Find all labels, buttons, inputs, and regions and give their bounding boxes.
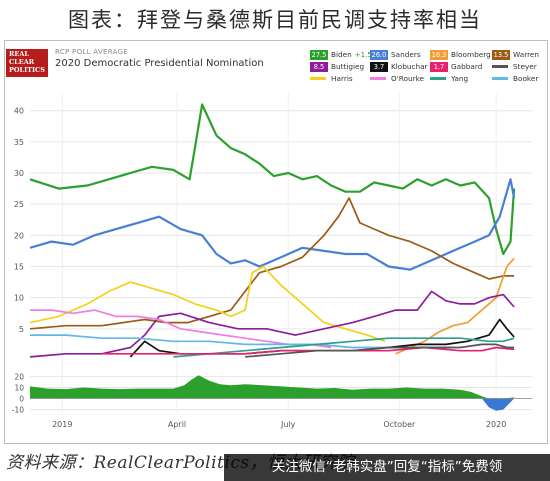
legend-label: Warren — [513, 50, 540, 59]
legend-value: 26.0 — [370, 49, 388, 60]
spread-tick-label: -10 — [12, 406, 24, 415]
legend-value: 13.5 — [492, 49, 510, 60]
legend-value: 3.7 — [370, 61, 388, 72]
legend-item-booker[interactable]: Booker — [492, 73, 538, 84]
spread-tick-label: 0 — [19, 395, 24, 404]
x-tick-label: April — [168, 420, 186, 429]
legend: 27.5 Biden +1.5 26.0 Sanders 16.3 Bloomberg 13.… — [0, 0, 550, 90]
legend-item-buttigieg[interactable]: 8.5 Buttigieg — [310, 61, 364, 72]
legend-swatch — [492, 65, 508, 68]
spread-area-negative — [30, 398, 515, 411]
legend-label: Steyer — [513, 62, 537, 71]
legend-item-orourke[interactable]: O'Rourke — [370, 73, 424, 84]
x-tick-label: July — [280, 420, 296, 429]
spread-area-positive — [30, 375, 515, 399]
legend-item-harris[interactable]: Harris — [310, 73, 353, 84]
series-line-harris — [29, 265, 386, 343]
series-line-yang — [173, 337, 515, 358]
legend-item-steyer[interactable]: Steyer — [492, 61, 537, 72]
x-tick-label: October — [383, 420, 416, 429]
spread-tick-label: 20 — [14, 372, 24, 381]
y-tick-label: 5 — [19, 325, 24, 334]
y-tick-label: 35 — [14, 138, 24, 147]
legend-value: 1.7 — [430, 61, 448, 72]
legend-swatch — [370, 77, 386, 80]
legend-label: Sanders — [391, 50, 421, 59]
legend-value: 8.5 — [310, 61, 328, 72]
series-line-sanders — [29, 178, 516, 271]
legend-label: Bloomberg — [451, 50, 491, 59]
legend-label: Biden — [331, 50, 352, 59]
legend-label: Buttigieg — [331, 62, 365, 71]
wechat-banner[interactable]: 关注微信“老韩实盘”回复“指标”免费领 — [224, 454, 550, 481]
legend-item-gabbard[interactable]: 1.7 Gabbard — [430, 61, 482, 72]
x-tick-label: 2019 — [52, 420, 72, 429]
legend-item-warren[interactable]: 13.5 Warren — [492, 49, 539, 60]
chart-title: 2020 Democratic Presidential Nomination — [55, 58, 264, 69]
series-line-orourke — [30, 309, 332, 349]
legend-item-sanders[interactable]: 26.0 Sanders — [370, 49, 421, 60]
series-line-warren — [29, 197, 515, 330]
legend-label: Gabbard — [451, 62, 483, 71]
legend-value: 16.3 — [430, 49, 448, 60]
legend-item-bloomberg[interactable]: 16.3 Bloomberg — [430, 49, 491, 60]
series-line-biden — [29, 103, 516, 256]
legend-item-biden[interactable]: 27.5 Biden +1.5 — [310, 49, 372, 60]
y-tick-label: 10 — [14, 294, 24, 303]
y-tick-label: 40 — [14, 107, 24, 116]
legend-label: O'Rourke — [391, 74, 425, 83]
legend-item-yang[interactable]: Yang — [430, 73, 468, 84]
legend-label: Yang — [451, 74, 469, 83]
legend-label: Booker — [513, 74, 539, 83]
poll-average-label: RCP POLL AVERAGE — [55, 48, 129, 56]
y-tick-label: 15 — [14, 263, 24, 272]
legend-label: Harris — [331, 74, 353, 83]
x-tick-label: 2020 — [486, 420, 506, 429]
spread-tick-label: 10 — [14, 383, 24, 392]
y-tick-label: 20 — [14, 231, 24, 240]
rcp-logo: REAL CLEAR POLITICS — [6, 49, 48, 77]
figure-title: 图表：拜登与桑德斯目前民调支持率相当 — [68, 8, 482, 32]
legend-item-klobuchar[interactable]: 3.7 Klobuchar — [370, 61, 428, 72]
legend-swatch — [310, 77, 326, 80]
legend-value: 27.5 — [310, 49, 328, 60]
legend-swatch — [430, 77, 446, 80]
legend-swatch — [492, 77, 508, 80]
legend-change: +1.5 — [354, 50, 372, 59]
y-tick-label: 25 — [14, 200, 24, 209]
legend-label: Klobuchar — [391, 62, 428, 71]
y-tick-label: 30 — [14, 169, 24, 178]
series-line-steyer — [245, 343, 515, 358]
